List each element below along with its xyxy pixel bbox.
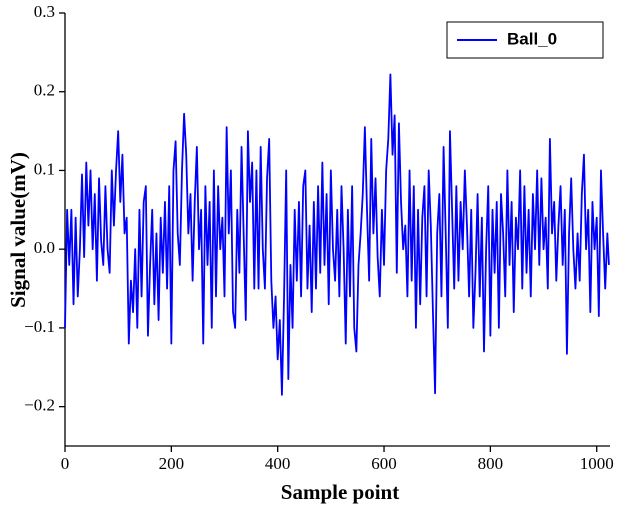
y-tick-label: 0.0 (34, 238, 55, 257)
y-axis-label: Signal value(mV) (6, 152, 30, 308)
y-tick-label: −0.2 (24, 396, 55, 415)
signal-line (64, 73, 610, 396)
y-tick-label: −0.1 (24, 317, 55, 336)
x-tick-label: 400 (265, 454, 291, 473)
legend-label: Ball_0 (507, 29, 557, 48)
x-tick-label: 0 (61, 454, 70, 473)
x-tick-label: 800 (478, 454, 504, 473)
x-axis-label: Sample point (281, 480, 399, 504)
x-tick-label: 200 (159, 454, 185, 473)
x-tick-label: 600 (371, 454, 397, 473)
y-tick-label: 0.2 (34, 81, 55, 100)
x-tick-label: 1000 (580, 454, 614, 473)
y-tick-label: 0.3 (34, 2, 55, 21)
y-tick-label: 0.1 (34, 159, 55, 178)
